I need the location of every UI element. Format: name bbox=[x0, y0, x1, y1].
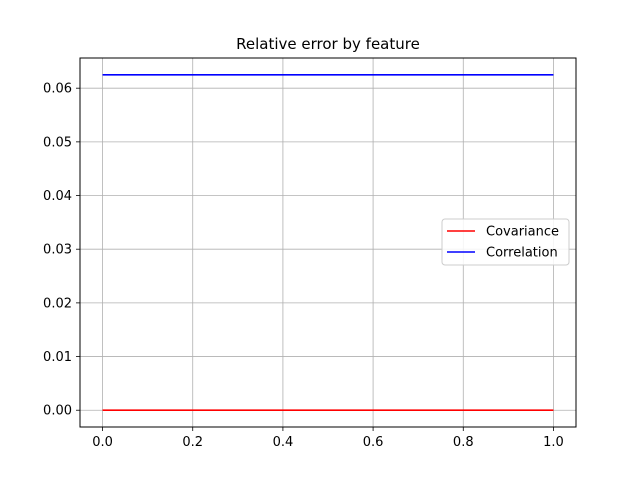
legend-label-correlation: Correlation bbox=[486, 246, 558, 261]
plot-frame bbox=[79, 57, 577, 428]
axes: 0.0 0.2 0.4 0.6 0.8 1.0 0.00 0.01 0.02 0.03 0.04 0.… bbox=[43, 82, 564, 450]
y-tick-label: 0.03 bbox=[43, 243, 72, 258]
y-tick-label: 0.02 bbox=[43, 296, 72, 311]
y-tick-label: 0.06 bbox=[43, 82, 72, 97]
x-tick-label: 0.2 bbox=[182, 435, 203, 450]
chart-title: Relative error by feature bbox=[236, 35, 420, 53]
x-tick-label: 0.0 bbox=[92, 435, 113, 450]
legend-label-covariance: Covariance bbox=[486, 225, 559, 240]
y-tick-label: 0.05 bbox=[43, 135, 72, 150]
x-tick-label: 1.0 bbox=[543, 435, 564, 450]
y-tick-label: 0.00 bbox=[43, 404, 72, 419]
x-tick-label: 0.6 bbox=[363, 435, 384, 450]
x-tick-label: 0.4 bbox=[273, 435, 294, 450]
legend: Covariance Correlation bbox=[441, 218, 570, 266]
y-tick-label: 0.01 bbox=[43, 350, 72, 365]
y-tick-label: 0.04 bbox=[43, 189, 72, 204]
series-lines bbox=[102, 73, 554, 412]
x-tick-label: 0.8 bbox=[453, 435, 474, 450]
